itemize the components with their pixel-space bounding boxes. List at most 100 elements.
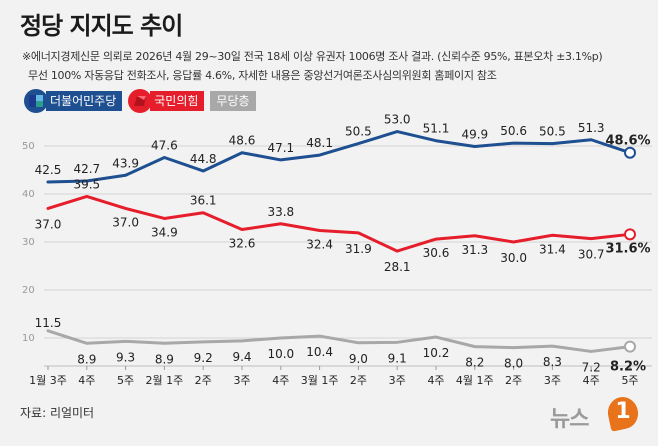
- data-label: 37.0: [35, 217, 62, 231]
- data-label: 50.5: [539, 125, 566, 139]
- data-label: 32.6: [229, 237, 256, 251]
- data-label: 48.6: [229, 134, 256, 148]
- x-tick-label: 3월 1주: [301, 374, 339, 387]
- data-point: [86, 343, 87, 344]
- data-point: [125, 175, 126, 176]
- data-label: 9.3: [116, 350, 135, 364]
- data-point: [436, 140, 437, 141]
- data-point: [358, 143, 359, 144]
- page-title: 정당 지지도 추이: [20, 12, 183, 40]
- data-label: 43.9: [112, 156, 139, 170]
- legend-label-democratic: 더불어민주당: [46, 91, 123, 111]
- data-point: [48, 330, 49, 331]
- series-end-point: [624, 146, 636, 159]
- source-label: 자료: 리얼미터: [20, 406, 95, 420]
- data-point: [164, 157, 165, 158]
- legend-label-independent: 무당층: [210, 91, 256, 111]
- survey-note-line2: 무선 100% 자동응답 전화조사, 응답률 4.6%, 자세한 내용은 중앙선…: [28, 69, 497, 82]
- data-label: 37.0: [112, 215, 139, 229]
- data-label: 32.4: [306, 237, 333, 251]
- data-label: 47.1: [267, 141, 294, 155]
- data-point: [591, 139, 592, 140]
- data-point: [474, 235, 475, 236]
- x-tick-label: 2주: [195, 374, 212, 387]
- data-point: [125, 208, 126, 209]
- y-tick-label: 50: [22, 141, 35, 152]
- legend-item-independent: 무당층: [210, 89, 256, 113]
- legend-label-ppp: 국민의힘: [150, 91, 205, 111]
- data-label: 8.3: [543, 355, 562, 369]
- x-tick-label: 4주: [78, 374, 95, 387]
- x-tick-label: 4주: [583, 374, 600, 387]
- x-tick-label: 2주: [350, 374, 367, 387]
- data-label: 10.0: [267, 347, 294, 361]
- survey-note-line1: ※에너지경제신문 의뢰로 2026년 4월 29~30일 전국 18세 이상 유…: [22, 50, 603, 63]
- data-point: [203, 170, 204, 171]
- logo-number: 1: [615, 399, 631, 424]
- data-label: 9.2: [194, 351, 213, 365]
- data-label: 47.6: [151, 139, 178, 153]
- data-label: 9.1: [388, 351, 407, 365]
- data-point: [552, 143, 553, 144]
- x-tick-label: 3주: [544, 374, 561, 387]
- y-tick-label: 20: [22, 285, 35, 296]
- x-tick-label: 4월 1주: [456, 374, 494, 387]
- news1-logo: 뉴스 1: [550, 394, 642, 435]
- series-end-point: [624, 228, 636, 241]
- data-label: 10.4: [306, 345, 333, 359]
- data-point: [474, 346, 475, 347]
- data-point: [358, 232, 359, 233]
- data-point: [319, 230, 320, 231]
- data-point: [397, 131, 398, 132]
- data-label: 31.4: [539, 242, 566, 256]
- data-point: [164, 218, 165, 219]
- data-point: [242, 152, 243, 153]
- data-label: 10.2: [423, 346, 450, 360]
- data-point: [474, 146, 475, 147]
- x-tick-label: 3주: [233, 374, 250, 387]
- data-point: [242, 340, 243, 341]
- data-label: 7.2: [582, 360, 601, 374]
- data-point: [397, 251, 398, 252]
- data-label: 33.8: [267, 205, 294, 219]
- data-point: [125, 341, 126, 342]
- data-point: [358, 342, 359, 343]
- data-point: [591, 351, 592, 352]
- data-label: 34.9: [151, 225, 178, 239]
- data-label: 42.7: [73, 162, 100, 176]
- data-label: 30.7: [578, 248, 605, 262]
- data-label: 44.8: [190, 152, 217, 166]
- y-tick-label: 30: [22, 237, 35, 248]
- x-tick-label: 5주: [621, 374, 638, 387]
- series-end-point: [624, 340, 636, 353]
- data-label: 8.0: [504, 357, 523, 371]
- data-label: 30.0: [500, 251, 527, 265]
- data-point: [319, 155, 320, 156]
- x-tick-label: 3주: [389, 374, 406, 387]
- data-point: [280, 338, 281, 339]
- data-label: 49.9: [461, 127, 488, 141]
- data-point: [164, 343, 165, 344]
- data-label: 31.6%: [605, 241, 650, 256]
- data-label: 9.0: [349, 352, 368, 366]
- data-point: [397, 342, 398, 343]
- logo-text: 뉴스: [550, 407, 589, 432]
- data-point: [86, 196, 87, 197]
- data-label: 48.1: [306, 136, 333, 150]
- data-label: 8.9: [77, 352, 96, 366]
- legend-item-ppp: 국민의힘: [128, 89, 205, 113]
- data-label: 36.1: [190, 194, 217, 208]
- data-label: 50.5: [345, 125, 372, 139]
- data-point: [203, 212, 204, 213]
- data-point: [203, 341, 204, 342]
- data-label: 48.6%: [605, 134, 650, 149]
- data-label: 51.1: [423, 122, 450, 136]
- data-label: 11.5: [35, 316, 62, 330]
- data-point: [280, 159, 281, 160]
- data-point: [513, 143, 514, 144]
- x-tick-label: 2주: [505, 374, 522, 387]
- data-label: 8.2%: [610, 360, 646, 375]
- y-tick-label: 10: [22, 333, 35, 344]
- y-tick-label: 40: [22, 189, 35, 200]
